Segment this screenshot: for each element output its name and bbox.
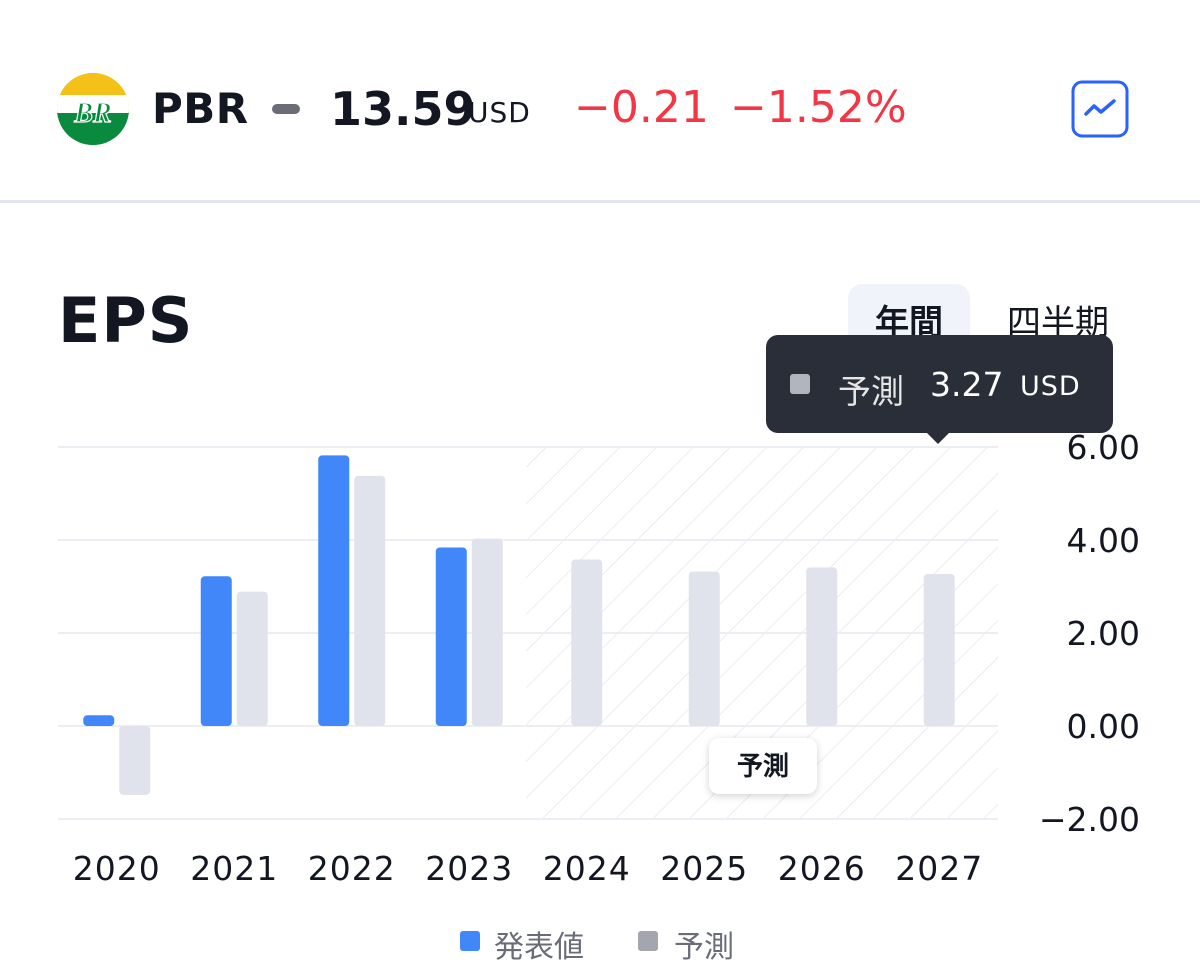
bar-forecast-2026 — [806, 567, 838, 726]
bar-reported-2023 — [435, 547, 467, 726]
bar-reported-2020 — [83, 715, 115, 726]
tooltip-arrow — [926, 432, 950, 444]
x-tick-label: 2027 — [895, 849, 983, 888]
symbol-header: BR PBR 13.59 USD −0.21 −1.52% — [0, 0, 1200, 200]
x-tick-label: 2026 — [778, 849, 866, 888]
x-tick-label: 2021 — [190, 849, 278, 888]
y-tick-label: 6.00 — [1067, 428, 1140, 467]
tooltip-unit: USD — [1020, 371, 1081, 402]
x-tick-label: 2025 — [660, 849, 748, 888]
chart-icon[interactable] — [1071, 80, 1129, 138]
bar-forecast-2020 — [119, 726, 151, 795]
value-tooltip: 予測 3.27 USD — [766, 335, 1113, 433]
x-tick-label: 2022 — [308, 849, 396, 888]
forecast-badge: 予測 — [709, 738, 817, 794]
y-tick-label: −2.00 — [1039, 800, 1140, 839]
section-title: EPS — [58, 284, 194, 357]
legend-label-forecast: 予測 — [674, 930, 734, 965]
tooltip-swatch — [790, 374, 810, 394]
bar-forecast-2022 — [354, 475, 386, 726]
legend-swatch-forecast — [638, 931, 658, 951]
price-change: −0.21 — [574, 82, 709, 133]
bar-forecast-2027 — [923, 573, 955, 726]
last-price: 13.59 — [330, 82, 476, 136]
logo-lettering: BR — [73, 98, 111, 129]
bar-forecast-2024 — [571, 559, 603, 726]
header-divider — [0, 200, 1200, 203]
bar-reported-2022 — [318, 455, 350, 726]
market-status-dash-icon — [272, 104, 300, 114]
x-tick-label: 2023 — [425, 849, 513, 888]
price-currency: USD — [468, 96, 531, 129]
tooltip-value: 3.27 — [930, 365, 1004, 404]
y-tick-label: 2.00 — [1067, 614, 1140, 653]
legend-swatch-reported — [460, 931, 480, 951]
x-tick-label: 2024 — [543, 849, 631, 888]
petrobras-logo: BR — [57, 73, 129, 145]
x-tick-label: 2020 — [73, 849, 161, 888]
legend-label-reported: 発表値 — [494, 930, 584, 965]
bar-forecast-2021 — [236, 591, 268, 726]
ticker-symbol: PBR — [152, 84, 249, 133]
price-change-percent: −1.52% — [730, 82, 907, 133]
y-tick-label: 4.00 — [1067, 521, 1140, 560]
bar-reported-2021 — [200, 576, 232, 726]
bar-forecast-2025 — [688, 571, 720, 726]
tooltip-label: 予測 — [838, 372, 904, 411]
y-tick-label: 0.00 — [1067, 707, 1140, 746]
bar-forecast-2023 — [471, 538, 503, 726]
